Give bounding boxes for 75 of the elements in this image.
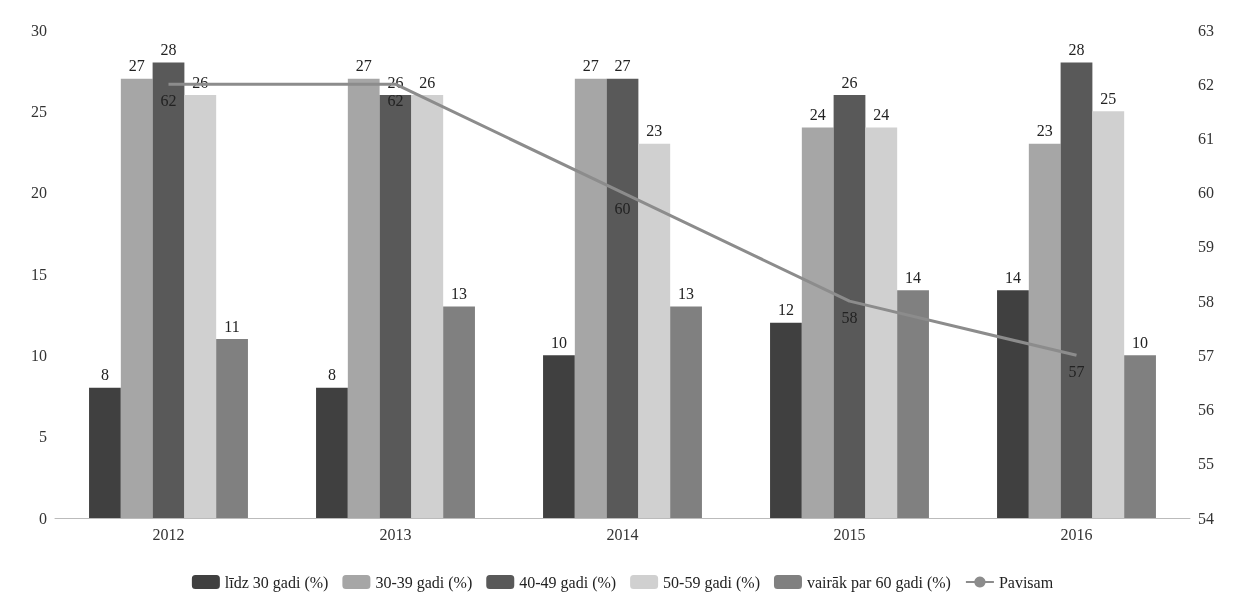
y2-tick-label: 57 (1198, 346, 1214, 364)
bar (216, 339, 248, 518)
data-label: 10 (550, 333, 567, 351)
bar (606, 78, 639, 518)
data-label: 24 (809, 106, 826, 124)
x-tick-label: 2016 (1060, 525, 1093, 543)
data-label: 24 (873, 106, 890, 124)
data-label: 11 (224, 317, 240, 335)
data-label: 28 (1068, 41, 1085, 59)
bar (443, 306, 475, 518)
y-tick-label: 25 (31, 102, 47, 120)
bar (411, 95, 444, 518)
bar (865, 127, 898, 518)
data-label: 27 (582, 57, 599, 75)
bar (379, 95, 412, 518)
bar (770, 322, 802, 518)
bar (997, 290, 1029, 518)
legend-label: līdz 30 gadi (%) (224, 573, 329, 592)
x-tick-label: 2014 (606, 525, 639, 543)
bar (1060, 62, 1093, 518)
y2-tick-label: 62 (1198, 75, 1214, 93)
legend-label: 40-49 gadi (%) (519, 573, 617, 592)
y-tick-label: 20 (31, 184, 47, 202)
legend-label: 50-59 gadi (%) (663, 573, 760, 592)
y-tick-label: 5 (39, 428, 47, 446)
data-label: 26 (419, 73, 436, 91)
data-label: 27 (128, 57, 145, 75)
bar (543, 355, 575, 518)
bar (1028, 143, 1061, 518)
y2-tick-label: 61 (1198, 129, 1214, 147)
data-label: 8 (100, 366, 109, 384)
y2-tick-label: 55 (1198, 455, 1214, 473)
bar (670, 306, 702, 518)
y-tick-label: 15 (31, 265, 47, 283)
data-label: 25 (1100, 89, 1117, 107)
x-tick-label: 2013 (379, 525, 412, 543)
y2-tick-label: 54 (1198, 509, 1214, 527)
x-tick-label: 2015 (833, 525, 866, 543)
data-label: 27 (614, 57, 631, 75)
bar (316, 387, 348, 518)
data-label: 13 (451, 285, 468, 303)
data-label: 13 (678, 285, 695, 303)
data-label: 23 (646, 122, 663, 140)
bar (120, 78, 153, 518)
data-label: 8 (327, 366, 336, 384)
legend-label: vairāk par 60 gadi (%) (806, 573, 951, 592)
bar (638, 143, 671, 518)
y2-tick-label: 58 (1198, 292, 1214, 310)
bar (574, 78, 607, 518)
bar (152, 62, 185, 518)
bar (89, 387, 121, 518)
y2-tick-label: 63 (1198, 21, 1214, 39)
bar (1092, 111, 1125, 518)
bar (184, 95, 217, 518)
legend-label: Pavisam (998, 573, 1054, 591)
bar (833, 95, 866, 518)
bar (1124, 355, 1156, 518)
y-tick-label: 0 (39, 509, 47, 527)
data-label: 26 (841, 73, 858, 91)
y-tick-label: 30 (31, 21, 47, 39)
y2-tick-label: 60 (1198, 184, 1214, 202)
bar (347, 78, 380, 518)
y2-tick-label: 59 (1198, 238, 1214, 256)
data-label: 28 (160, 41, 177, 59)
legend-label: 30-39 gadi (%) (375, 573, 473, 592)
data-label: 23 (1036, 122, 1053, 140)
data-label: 14 (1004, 268, 1021, 286)
data-label: 14 (905, 268, 922, 286)
data-label: 12 (777, 301, 794, 319)
x-tick-label: 2012 (152, 525, 185, 543)
data-label: 27 (355, 57, 372, 75)
data-label: 10 (1132, 333, 1149, 351)
y-tick-label: 10 (31, 346, 47, 364)
bar (801, 127, 834, 518)
y2-tick-label: 56 (1198, 401, 1214, 419)
